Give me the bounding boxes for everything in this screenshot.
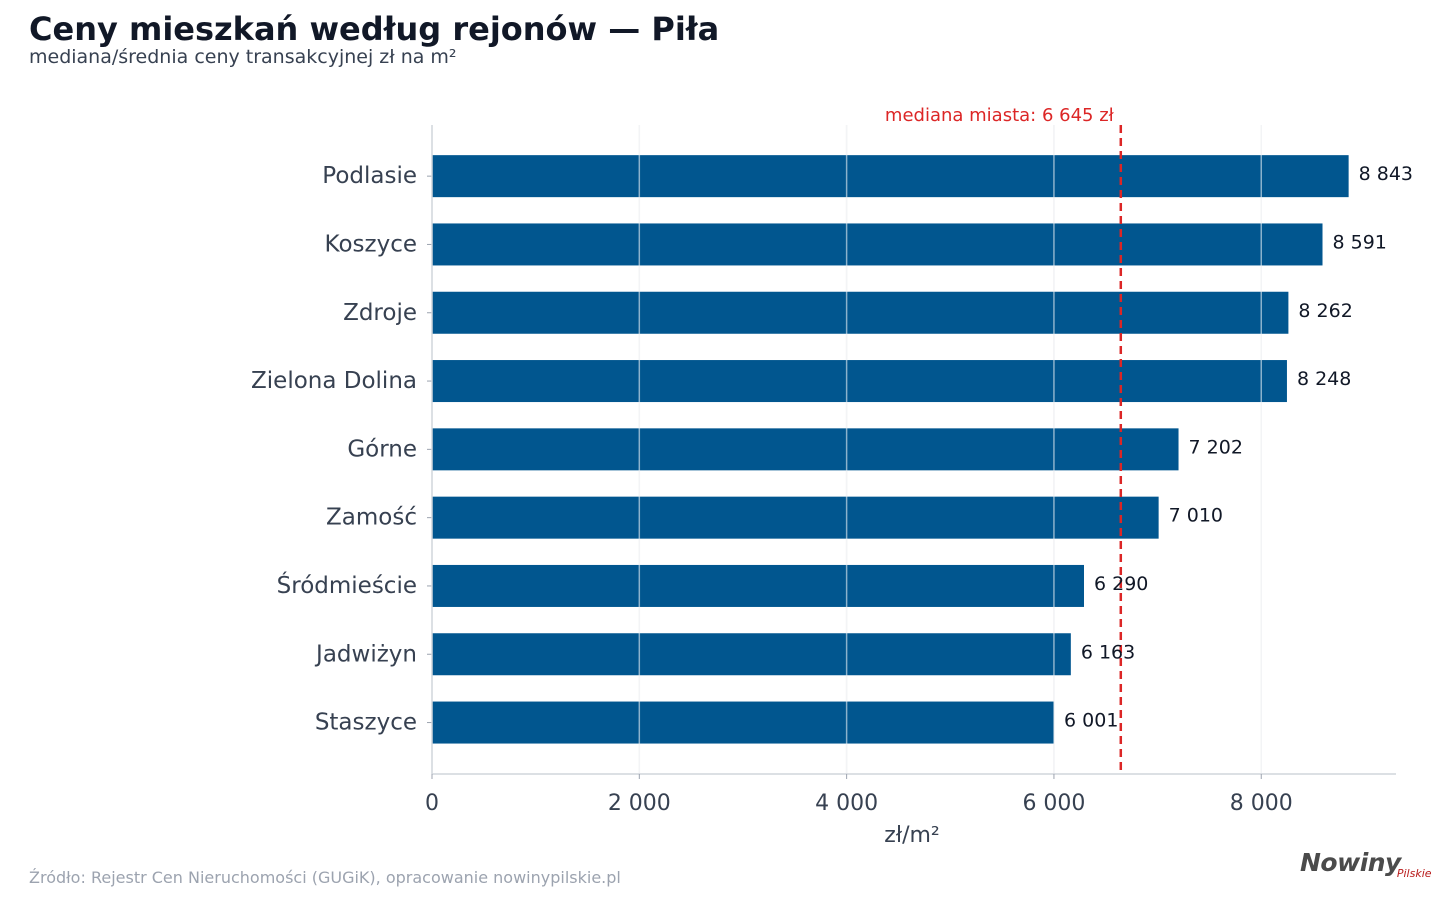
category-label: Koszyce bbox=[325, 231, 417, 257]
value-label: 8 843 bbox=[1359, 163, 1413, 185]
x-tick-label: 0 bbox=[425, 791, 439, 816]
bar bbox=[432, 223, 1323, 266]
x-tick-label: 2 000 bbox=[608, 791, 671, 816]
x-axis-title: zł/m² bbox=[884, 823, 939, 848]
bar bbox=[432, 701, 1055, 744]
x-tick-label: 8 000 bbox=[1230, 791, 1293, 816]
x-tick-label: 4 000 bbox=[815, 791, 878, 816]
value-labels: 8 843 8 591 8 262 8 248 7 202 7 010 6 290 6 163… bbox=[1064, 163, 1413, 731]
category-label: Górne bbox=[347, 436, 417, 462]
value-label: 8 248 bbox=[1297, 368, 1351, 390]
brand-logo: NowinyPilskie bbox=[1300, 848, 1432, 880]
chart-title: Ceny mieszkań według rejonów — Piła bbox=[29, 10, 720, 48]
value-label: 8 262 bbox=[1298, 300, 1352, 322]
value-label: 6 001 bbox=[1064, 710, 1118, 732]
bar bbox=[432, 633, 1071, 676]
value-label: 7 010 bbox=[1169, 505, 1223, 527]
reference-line-group: mediana miasta: 6 645 zł bbox=[885, 105, 1123, 774]
bar bbox=[432, 564, 1084, 607]
bar bbox=[432, 291, 1289, 334]
source-note: Źródło: Rejestr Cen Nieruchomości (GUGiK… bbox=[29, 868, 621, 887]
bars bbox=[432, 125, 1349, 774]
axes: Podlasie Koszyce Zdroje Zielona Dolina Górne… bbox=[251, 125, 1396, 848]
value-label: 7 202 bbox=[1189, 436, 1243, 458]
value-label: 6 163 bbox=[1081, 641, 1135, 663]
median-label: mediana miasta: 6 645 zł bbox=[885, 105, 1115, 126]
category-label: Staszyce bbox=[315, 710, 417, 736]
category-label: Zamość bbox=[326, 505, 417, 531]
value-label: 6 290 bbox=[1094, 573, 1148, 595]
logo-sub-text: Pilskie bbox=[1396, 867, 1432, 880]
value-label: 8 591 bbox=[1333, 231, 1387, 253]
bar bbox=[432, 360, 1287, 403]
bar bbox=[432, 155, 1349, 198]
category-label: Jadwiżyn bbox=[314, 641, 417, 667]
bar bbox=[432, 496, 1159, 539]
category-label: Podlasie bbox=[322, 163, 417, 189]
category-label: Śródmieście bbox=[277, 571, 417, 599]
chart-subtitle: mediana/średnia ceny transakcyjnej zł na… bbox=[29, 46, 457, 68]
category-label: Zdroje bbox=[343, 300, 417, 326]
category-label: Zielona Dolina bbox=[251, 368, 417, 394]
logo-main-text: Nowiny bbox=[1300, 848, 1401, 877]
x-tick-label: 6 000 bbox=[1022, 791, 1085, 816]
bar bbox=[432, 428, 1179, 471]
